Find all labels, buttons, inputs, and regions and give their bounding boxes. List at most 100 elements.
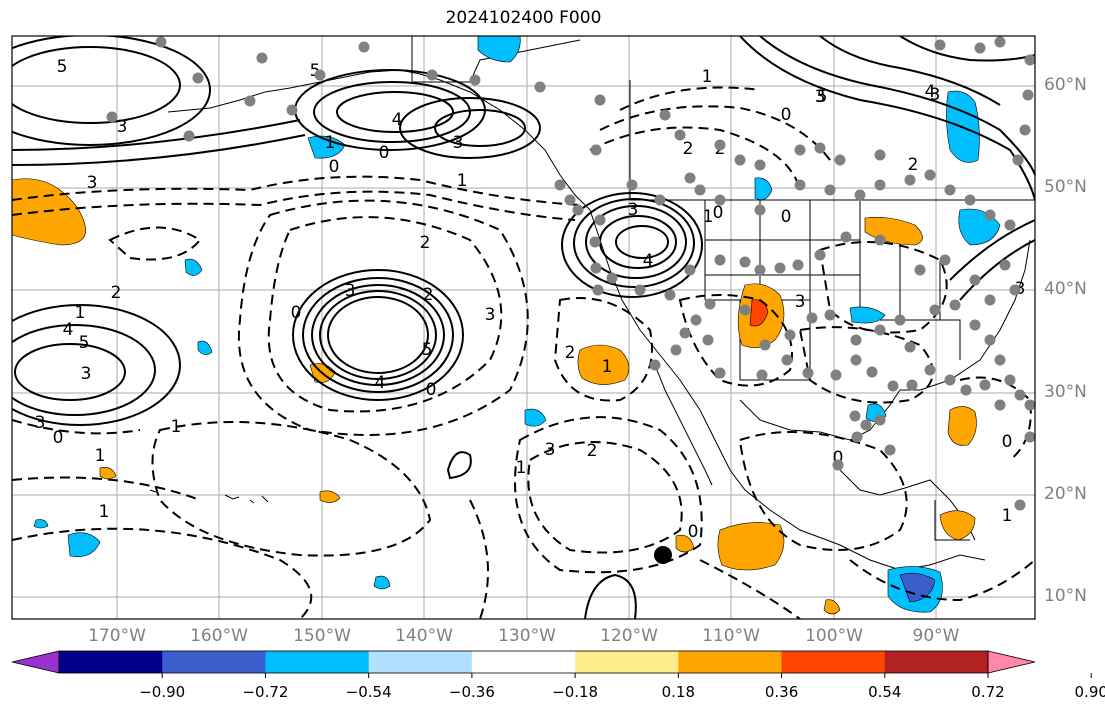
station-dot bbox=[1012, 154, 1024, 166]
lon-tick-label: 100°W bbox=[805, 626, 863, 646]
station-dots bbox=[106, 36, 1035, 511]
colorbar-segment bbox=[678, 651, 783, 673]
station-dot bbox=[590, 262, 602, 274]
station-dot bbox=[554, 179, 566, 191]
station-dot bbox=[674, 129, 686, 141]
station-dot bbox=[106, 111, 118, 123]
lon-tick-label: 160°W bbox=[190, 626, 248, 646]
contour-label: 2 bbox=[587, 441, 598, 461]
station-dot bbox=[792, 259, 804, 271]
lat-tick-label: 50°N bbox=[1044, 177, 1087, 197]
gridlines bbox=[12, 36, 1035, 619]
station-dot bbox=[929, 304, 941, 316]
station-dot bbox=[754, 264, 766, 276]
contour-label: 0 bbox=[426, 380, 437, 400]
station-dot bbox=[183, 130, 195, 142]
contour-label: 2 bbox=[111, 283, 122, 303]
station-dot bbox=[814, 249, 826, 261]
station-dot bbox=[851, 431, 863, 443]
station-dot bbox=[874, 324, 886, 336]
contour-label: 5 bbox=[422, 340, 433, 360]
contour-label: 4 bbox=[643, 251, 654, 271]
station-dot bbox=[849, 410, 861, 422]
station-dot bbox=[924, 169, 936, 181]
station-dot bbox=[702, 334, 714, 346]
contour-label: 3 bbox=[117, 117, 128, 137]
station-dot bbox=[754, 204, 766, 216]
colorbar-tick-label: −0.90 bbox=[139, 683, 186, 701]
colorbar-tick-label: −0.36 bbox=[448, 683, 495, 701]
lat-tick-label: 60°N bbox=[1044, 75, 1087, 95]
station-dot bbox=[426, 69, 438, 81]
contour-label: 2 bbox=[683, 139, 694, 159]
station-dot bbox=[314, 69, 326, 81]
station-dot bbox=[714, 367, 726, 379]
station-dot bbox=[850, 334, 862, 346]
station-dot bbox=[1024, 431, 1035, 443]
contour-label: 4 bbox=[925, 82, 936, 102]
station-dot bbox=[626, 179, 638, 191]
contour-label: 3 bbox=[545, 440, 556, 460]
station-dot bbox=[999, 259, 1011, 271]
lon-tick-label: 150°W bbox=[293, 626, 351, 646]
contour-label: 3 bbox=[35, 413, 46, 433]
colorbar-outline bbox=[58, 650, 989, 674]
station-dot bbox=[592, 284, 604, 296]
station-dot bbox=[1014, 389, 1026, 401]
lon-tick-label: 170°W bbox=[88, 626, 146, 646]
contour-label: 3 bbox=[930, 85, 941, 105]
station-dot bbox=[594, 214, 606, 226]
station-dot bbox=[874, 179, 886, 191]
lat-tick-label: 20°N bbox=[1044, 484, 1087, 504]
contour-label: 1 bbox=[75, 303, 86, 323]
colorbar-tick-label: −0.72 bbox=[242, 683, 289, 701]
colorbar-segment bbox=[368, 651, 473, 673]
colorbar-tick-label: −0.18 bbox=[552, 683, 599, 701]
lon-tick-label: 110°W bbox=[702, 626, 760, 646]
station-dot bbox=[358, 41, 370, 53]
colorbar-segment bbox=[265, 651, 370, 673]
station-dot bbox=[994, 36, 1006, 48]
station-dot bbox=[904, 341, 916, 353]
colorbar-extend-low bbox=[11, 650, 60, 674]
colorbar-tick-label: 0.90 bbox=[1074, 683, 1105, 701]
colorbar-tick-label: 0.72 bbox=[971, 683, 1005, 701]
map-frame bbox=[11, 35, 1036, 620]
station-dot bbox=[684, 172, 696, 184]
station-dot bbox=[802, 367, 814, 379]
station-dot bbox=[939, 254, 951, 266]
station-dot bbox=[714, 254, 726, 266]
station-dot bbox=[690, 314, 702, 326]
storm-marker-dot bbox=[654, 546, 672, 564]
station-dot bbox=[854, 189, 866, 201]
station-dot bbox=[969, 274, 981, 286]
station-dot bbox=[679, 327, 691, 339]
station-dot bbox=[984, 209, 996, 221]
lon-tick-label: 140°W bbox=[395, 626, 453, 646]
station-dot bbox=[914, 264, 926, 276]
contour-label: 1 bbox=[1002, 506, 1013, 526]
station-dot bbox=[192, 72, 204, 84]
colorbar-segment bbox=[471, 651, 576, 673]
station-dot bbox=[874, 234, 886, 246]
contour-label: 5 bbox=[310, 61, 321, 81]
contour-label: 5 bbox=[57, 57, 68, 77]
station-dot bbox=[944, 184, 956, 196]
contour-label: 3 bbox=[485, 305, 496, 325]
colorbar-segment bbox=[884, 651, 989, 673]
contour-label: 1 bbox=[602, 357, 613, 377]
station-dot bbox=[994, 354, 1006, 366]
station-dot bbox=[649, 359, 661, 371]
lat-tick-label: 40°N bbox=[1044, 279, 1087, 299]
station-dot bbox=[659, 109, 671, 121]
contour-label: 0 bbox=[329, 157, 340, 177]
station-dot bbox=[794, 179, 806, 191]
station-dot bbox=[830, 369, 842, 381]
colorbar-segment bbox=[162, 651, 266, 673]
lon-tick-label: 90°W bbox=[912, 626, 960, 646]
contour-label: 1 bbox=[516, 458, 527, 478]
station-dot bbox=[840, 231, 852, 243]
contour-label: 0 bbox=[291, 303, 302, 323]
contour-label: 4 bbox=[63, 320, 74, 340]
